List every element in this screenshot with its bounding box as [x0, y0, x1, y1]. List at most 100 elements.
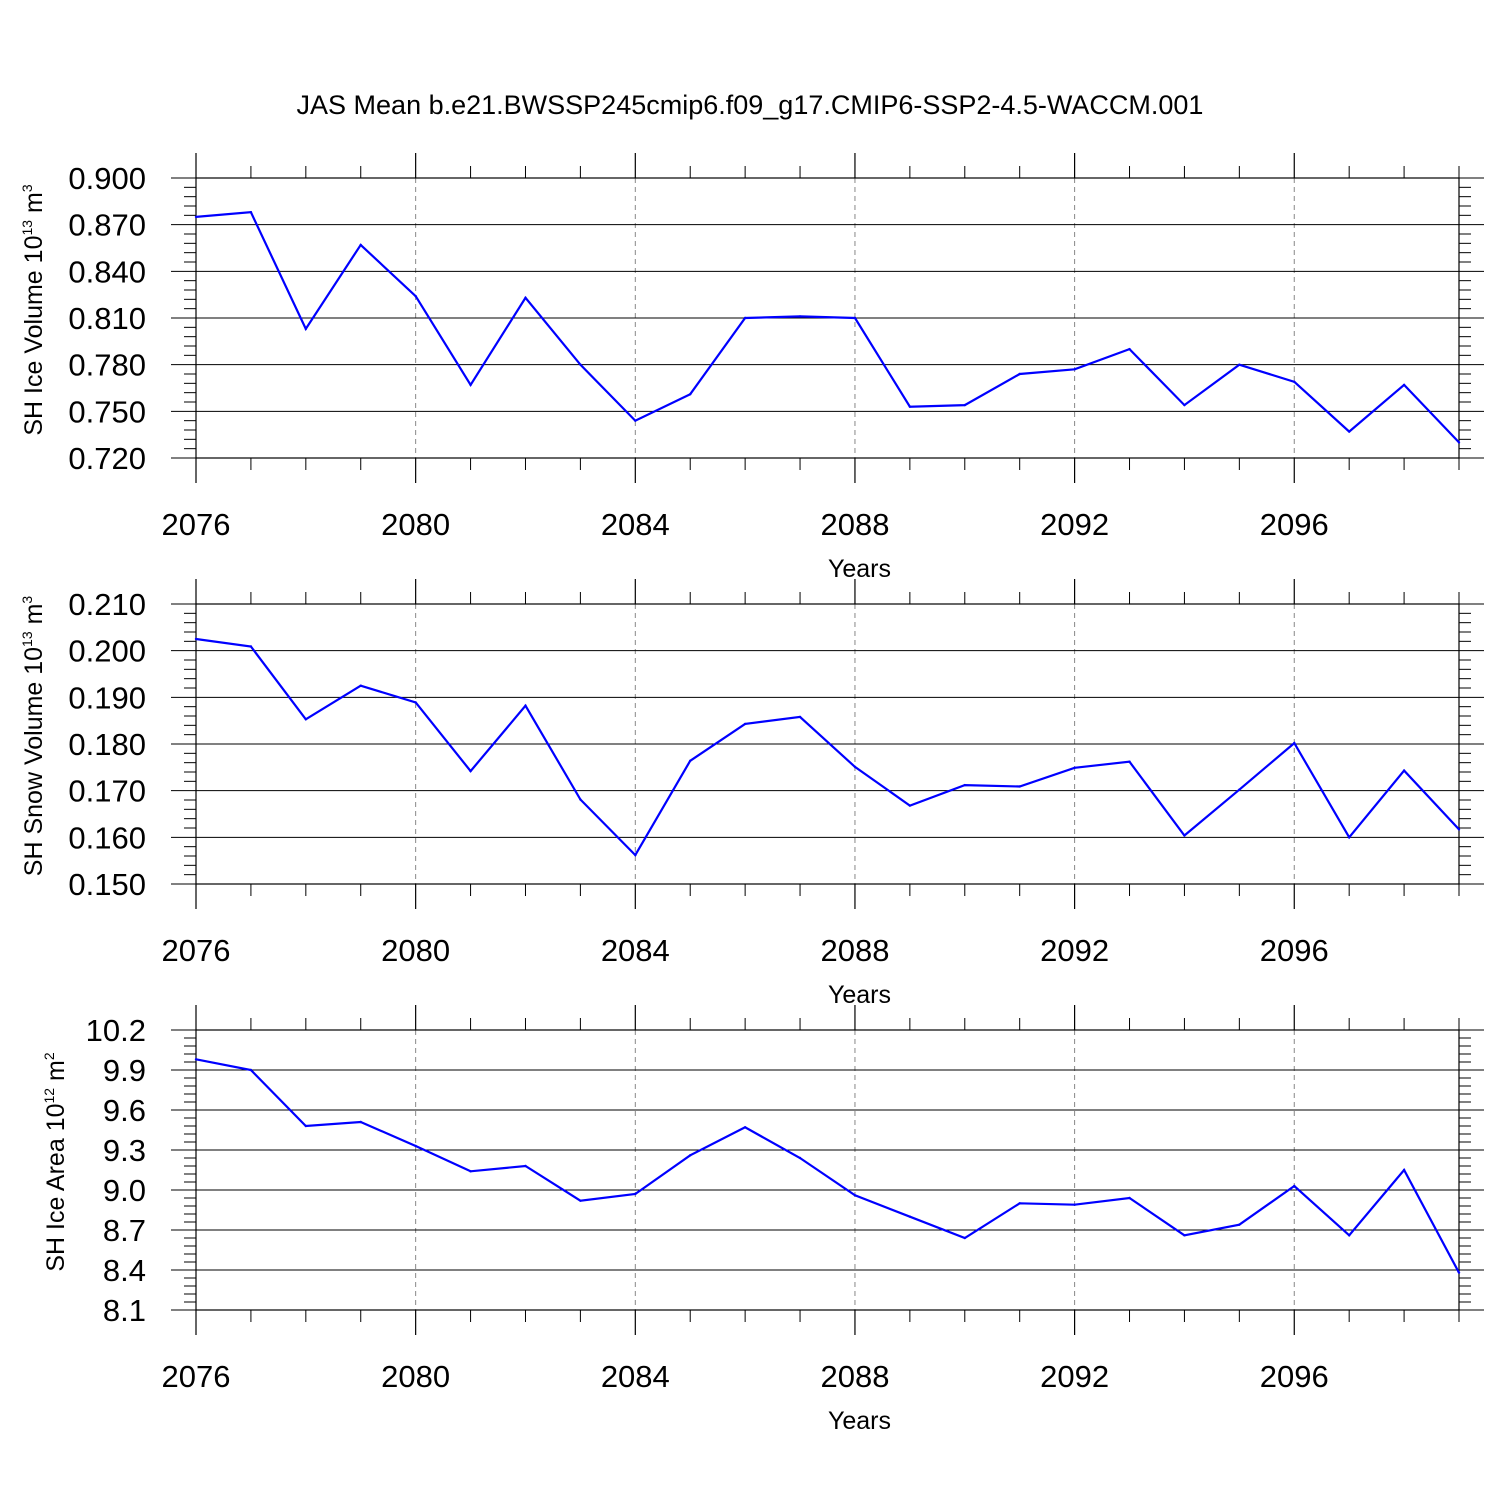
panel-3-y-tick-label: 9.9	[103, 1053, 146, 1088]
panel-2-data-point-2078	[304, 718, 308, 721]
panel-2-data-point-2099	[1457, 828, 1461, 831]
panel-1-data-point-2076	[194, 215, 198, 219]
panel-1-data-point-2081	[469, 383, 472, 387]
panel-3-x-tick-label: 2096	[1260, 1359, 1329, 1394]
panel-2-series-line	[195, 637, 1460, 857]
panel-2-x-axis-label: Years	[828, 981, 891, 1009]
panel-1-y-tick-label: 0.840	[68, 254, 146, 289]
panel-3-data-point-2092	[1073, 1203, 1076, 1206]
panel-1-y-tick-label: 0.870	[68, 208, 146, 243]
panel-3-y-axis-label: SH Ice Area 1012 m2	[41, 1052, 70, 1272]
panel-2-y-tick-label: 0.190	[68, 680, 146, 715]
panel-3-x-tick-label: 2084	[601, 1359, 670, 1394]
panel-3-x-tick-label: 2076	[162, 1359, 231, 1394]
panel-3-x-tick-label: 2092	[1040, 1359, 1109, 1394]
panel-3-data-point-2082	[524, 1164, 527, 1168]
panel-2-data-point-2088	[853, 765, 857, 769]
panel-2-data-point-2092	[1073, 766, 1076, 769]
panel-2-x-tick-label: 2092	[1040, 933, 1109, 968]
panel-2-data-point-2082	[524, 704, 527, 707]
panel-2: 2076 2080 2084 2088 2092 2096 0.150 0.160 0.170 0…	[19, 579, 1484, 1009]
panel-1-data-point-2089	[908, 405, 912, 408]
panel-1-x-tick-label: 2076	[162, 507, 231, 542]
panel-3-data-point-2077	[249, 1068, 253, 1072]
panel-2-data-point-2081	[469, 769, 472, 773]
panel-1-data-point-2084	[634, 419, 637, 422]
panel-3-data-point-2079	[359, 1120, 362, 1124]
panel-3-data-point-2084	[634, 1192, 637, 1196]
panel-1-data-point-2083	[579, 363, 582, 366]
panel-2-data-point-2079	[359, 684, 362, 687]
panel-2-data-point-2089	[908, 804, 912, 807]
panel-3-data-point-2095	[1238, 1223, 1241, 1226]
panel-1-x-tick-label: 2084	[601, 507, 670, 542]
panel-1-data-point-2086	[743, 316, 747, 320]
panel-1: 2076 2080 2084 2088 2092 2096 0.720 0.750 0.780 0…	[19, 153, 1484, 583]
panel-3-data-point-2094	[1183, 1234, 1186, 1237]
panel-2-data-point-2080	[414, 701, 417, 704]
panel-2-data-point-2076	[194, 637, 198, 641]
panel-2-y-tick-label: 0.200	[68, 634, 146, 669]
panel-2-y-tick-label: 0.150	[68, 867, 146, 902]
panel-3-y-tick-label: 9.6	[103, 1093, 146, 1128]
panel-3-data-point-2099	[1457, 1271, 1461, 1274]
panel-2-data-point-2091	[1018, 785, 1021, 788]
panel-2-data-point-2093	[1128, 760, 1131, 763]
panel-3-data-point-2085	[689, 1154, 692, 1157]
panel-3-data-point-2097	[1347, 1234, 1351, 1237]
panel-3-y-tick-label: 8.1	[103, 1293, 146, 1328]
panel-1-data-point-2097	[1347, 430, 1351, 433]
chart-title: JAS Mean b.e21.BWSSP245cmip6.f09_g17.CMI…	[297, 90, 1204, 120]
panel-3-data-point-2087	[798, 1156, 802, 1160]
panel-2-y-tick-label: 0.160	[68, 820, 146, 855]
panel-1-y-tick-label: 0.810	[68, 301, 146, 336]
panel-1-data-point-2087	[798, 315, 802, 318]
panel-2-data-point-2098	[1402, 769, 1406, 772]
panel-2-x-tick-label: 2084	[601, 933, 670, 968]
panel-1-x-axis-label: Years	[828, 555, 891, 583]
panel-1-x-tick-label: 2096	[1260, 507, 1329, 542]
panel-3-data-point-2080	[414, 1144, 417, 1148]
panel-1-x-tick-label: 2092	[1040, 507, 1109, 542]
panel-1-data-point-2099	[1457, 441, 1461, 444]
panel-3-data-point-2089	[908, 1215, 912, 1218]
panel-1-data-point-2079	[359, 243, 362, 247]
panel-3-x-tick-label: 2088	[820, 1359, 889, 1394]
panel-3-y-tick-label: 8.4	[103, 1253, 146, 1288]
panel-3-data-point-2093	[1128, 1196, 1131, 1200]
panel-2-data-point-2096	[1293, 741, 1296, 745]
panel-1-data-point-2077	[249, 211, 253, 214]
panel-1-data-point-2096	[1293, 380, 1296, 383]
panel-2-data-point-2095	[1238, 788, 1241, 791]
panel-1-data-point-2080	[414, 295, 417, 298]
panel-1-series-line	[195, 211, 1460, 444]
panel-1-data-point-2095	[1238, 363, 1241, 366]
panel-2-x-tick-label: 2076	[162, 933, 231, 968]
panel-1-data-point-2090	[963, 403, 966, 407]
panel-1-data-point-2092	[1073, 368, 1076, 371]
panel-1-data-point-2082	[524, 296, 527, 299]
panel-3-x-axis-label: Years	[828, 1407, 891, 1435]
panel-3-data-point-2083	[579, 1199, 582, 1202]
panel-2-data-point-2094	[1183, 834, 1186, 837]
panel-1-data-point-2085	[689, 393, 692, 396]
panel-2-y-tick-label: 0.170	[68, 774, 146, 809]
panel-3-y-tick-label: 10.2	[86, 1013, 146, 1048]
panel-2-y-axis-label: SH Snow Volume 1013 m3	[19, 596, 48, 877]
panel-1-data-point-2094	[1183, 403, 1186, 407]
panel-3-data-point-2098	[1402, 1168, 1406, 1172]
panel-1-x-tick-label: 2088	[820, 507, 889, 542]
panel-2-x-tick-label: 2088	[820, 933, 889, 968]
panel-1-y-tick-label: 0.750	[68, 394, 146, 429]
panel-3-data-point-2081	[469, 1170, 472, 1173]
panel-3: 2076 2080 2084 2088 2092 2096 8.1 8.4 8.7 9.0 9.3 9…	[41, 1005, 1484, 1435]
panel-1-plot-frame	[195, 177, 1460, 459]
panel-1-data-point-2078	[304, 327, 308, 331]
panel-2-data-point-2086	[743, 722, 747, 726]
panel-2-y-tick-label: 0.210	[68, 587, 146, 622]
panel-3-y-tick-label: 9.0	[103, 1173, 146, 1208]
panel-1-y-tick-label: 0.900	[68, 161, 146, 196]
panel-3-data-point-2076	[194, 1058, 198, 1061]
panel-1-x-tick-label: 2080	[381, 507, 450, 542]
panel-1-data-point-2088	[853, 316, 857, 320]
